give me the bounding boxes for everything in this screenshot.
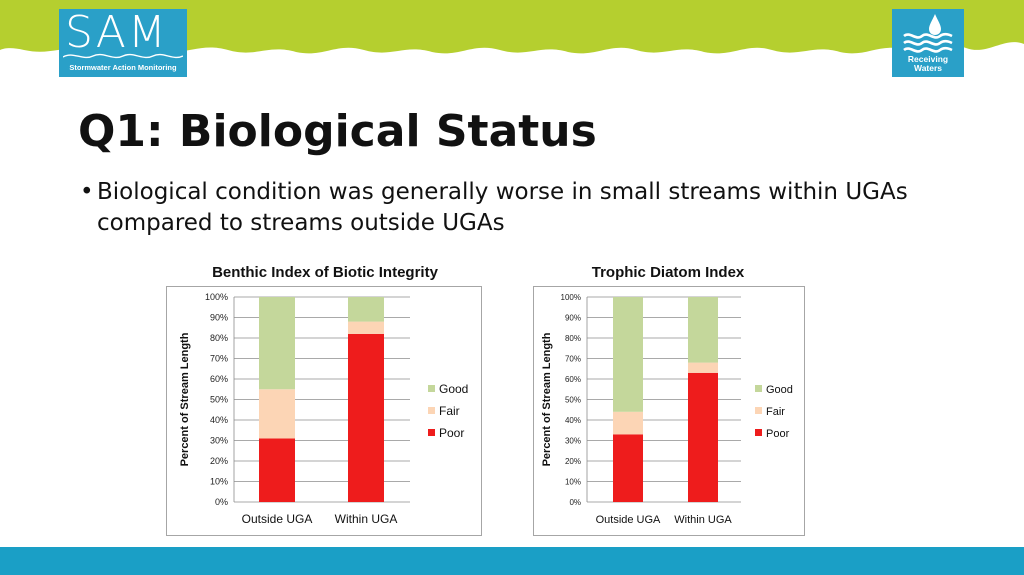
receiving-waters-line1: Receiving [907, 54, 949, 64]
y-tick-label: 100% [561, 293, 581, 302]
y-tick-label: 0% [569, 498, 581, 507]
bar-segment-good [348, 297, 384, 322]
y-tick-label: 90% [210, 313, 228, 323]
y-tick-label: 30% [210, 436, 228, 446]
bar-segment-poor [348, 333, 384, 502]
y-tick-label: 50% [210, 395, 228, 405]
legend-swatch-poor [428, 429, 435, 436]
wave-shape [0, 0, 1024, 54]
x-category-label: Outside UGA [242, 512, 313, 526]
bar-segment-good [613, 297, 643, 412]
footer-band [0, 547, 1024, 575]
bar-segment-fair [688, 362, 718, 373]
x-category-label: Outside UGA [596, 514, 661, 526]
legend-label-good: Good [439, 382, 468, 396]
water-drop-waves-icon [903, 14, 953, 53]
sam-logo-wave-icon [63, 53, 183, 59]
chart-title-tdi: Trophic Diatom Index [591, 264, 745, 281]
bar-segment-good [259, 297, 295, 390]
bar-segment-fair [613, 411, 643, 435]
bar-segment-poor [259, 438, 295, 502]
y-tick-label: 30% [565, 437, 581, 446]
legend-label-poor: Poor [439, 426, 464, 440]
y-axis-label: Percent of Stream Length [179, 332, 191, 466]
bar-segment-good [688, 297, 718, 363]
bar-segment-poor [688, 372, 718, 502]
legend-label-fair: Fair [766, 406, 785, 418]
bullet-text: Biological condition was generally worse… [97, 179, 908, 236]
y-axis-label: Percent of Stream Length [541, 332, 553, 466]
legend-swatch-fair [755, 407, 762, 414]
y-tick-label: 40% [210, 415, 228, 425]
chart-bibi: 0% 10% 20% 30% 40% 50% 60% 70% 80% 90% 100% Percent… [166, 286, 482, 536]
receiving-waters-logo: Receiving Waters [892, 9, 964, 77]
receiving-waters-line2: Waters [913, 63, 943, 73]
y-tick-label: 50% [565, 396, 581, 405]
legend-label-poor: Poor [766, 428, 790, 440]
y-tick-label: 100% [205, 292, 228, 302]
bar-segment-poor [613, 434, 643, 502]
y-tick-label: 80% [210, 333, 228, 343]
bullet-marker: • [80, 179, 94, 205]
y-tick-label: 20% [210, 456, 228, 466]
bar-segment-fair [348, 321, 384, 334]
y-tick-label: 40% [565, 416, 581, 425]
y-tick-label: 70% [565, 355, 581, 364]
legend-swatch-poor [755, 429, 762, 436]
chart-title-bibi: Benthic Index of Biotic Integrity [212, 264, 438, 281]
slide-title: Q1: Biological Status [78, 106, 597, 157]
legend-swatch-good [755, 385, 762, 392]
x-category-label: Within UGA [335, 512, 398, 526]
sam-logo-tagline: Stormwater Action Monitoring [69, 63, 177, 72]
legend-swatch-good [428, 385, 435, 392]
bar-segment-fair [259, 389, 295, 439]
y-tick-label: 60% [210, 374, 228, 384]
y-tick-label: 10% [565, 478, 581, 487]
y-tick-label: 90% [565, 314, 581, 323]
y-tick-label: 70% [210, 354, 228, 364]
chart-tdi: 0% 10% 20% 30% 40% 50% 60% 70% 80% 90% 100% Percent… [533, 286, 805, 536]
y-tick-label: 0% [215, 497, 228, 507]
legend-swatch-fair [428, 407, 435, 414]
receiving-waters-text: Receiving Waters [892, 55, 964, 73]
y-tick-label: 60% [565, 375, 581, 384]
x-category-label: Within UGA [674, 514, 732, 526]
sam-logo: SAM Stormwater Action Monitoring [59, 7, 187, 77]
y-tick-label: 80% [565, 334, 581, 343]
legend-label-fair: Fair [439, 404, 460, 418]
y-tick-label: 10% [210, 477, 228, 487]
legend-label-good: Good [766, 384, 793, 396]
header-wave-band [0, 0, 1024, 54]
y-tick-label: 20% [565, 457, 581, 466]
sam-logo-word: SAM [65, 7, 168, 58]
